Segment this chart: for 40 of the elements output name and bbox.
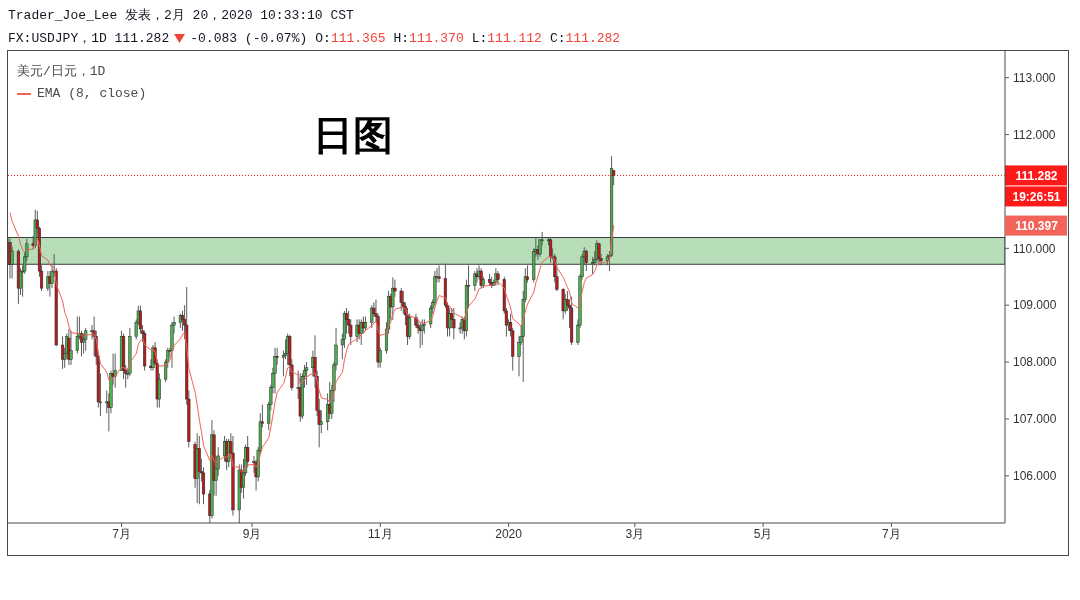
ref-line-label: 111.282 [1015, 168, 1058, 183]
text: 111.365 [330, 30, 386, 46]
x-tick-label: 9月 [242, 526, 262, 541]
text: Trader_Joe_Lee 发表，2月 20，2020 10:33:10 CST [8, 7, 354, 24]
x-tick-label: 7月 [112, 526, 131, 541]
text: H: [393, 30, 410, 46]
candlestick [561, 287, 565, 320]
text: C: [549, 30, 566, 46]
y-tick-label: 109.000 [1013, 298, 1057, 313]
text: 111.112 [487, 30, 542, 46]
text: 日图 [313, 112, 393, 159]
candlestick [370, 304, 374, 329]
legend-label: EMA (8, close) [37, 85, 147, 103]
candlestick [448, 307, 452, 337]
text: 110.397 [1015, 218, 1059, 233]
text: 111.282 [565, 30, 621, 46]
y-tick-label: 112.000 [1013, 127, 1056, 142]
candlestick [399, 287, 403, 312]
text: 111.370 [409, 30, 464, 46]
text: 19:26:51 [1012, 189, 1061, 204]
y-tick-label: 106.000 [1013, 469, 1057, 484]
x-tick-label: 3月 [625, 526, 645, 541]
candlestick [61, 335, 65, 370]
text: O: [315, 30, 331, 46]
text: FX:USDJPY，1D 111.282 [8, 30, 170, 47]
x-tick-label: 7月 [882, 526, 901, 541]
text: 美元/日元，1D [17, 63, 106, 81]
candlestick [84, 327, 88, 352]
text: -0.083 (-0.07%) [190, 30, 308, 46]
candlestick [305, 361, 309, 386]
x-tick-label: 5月 [753, 526, 773, 541]
y-tick-label: 108.000 [1013, 355, 1057, 370]
text: L: [471, 30, 488, 46]
y-tick-label: 113.000 [1013, 70, 1056, 85]
y-tick-label: 110.000 [1013, 241, 1056, 256]
x-tick-label: 2020 [495, 526, 523, 541]
y-tick-label: 107.000 [1013, 412, 1057, 427]
x-tick-label: 11月 [368, 526, 393, 541]
candlestick [75, 316, 79, 355]
candlestick [452, 307, 456, 340]
